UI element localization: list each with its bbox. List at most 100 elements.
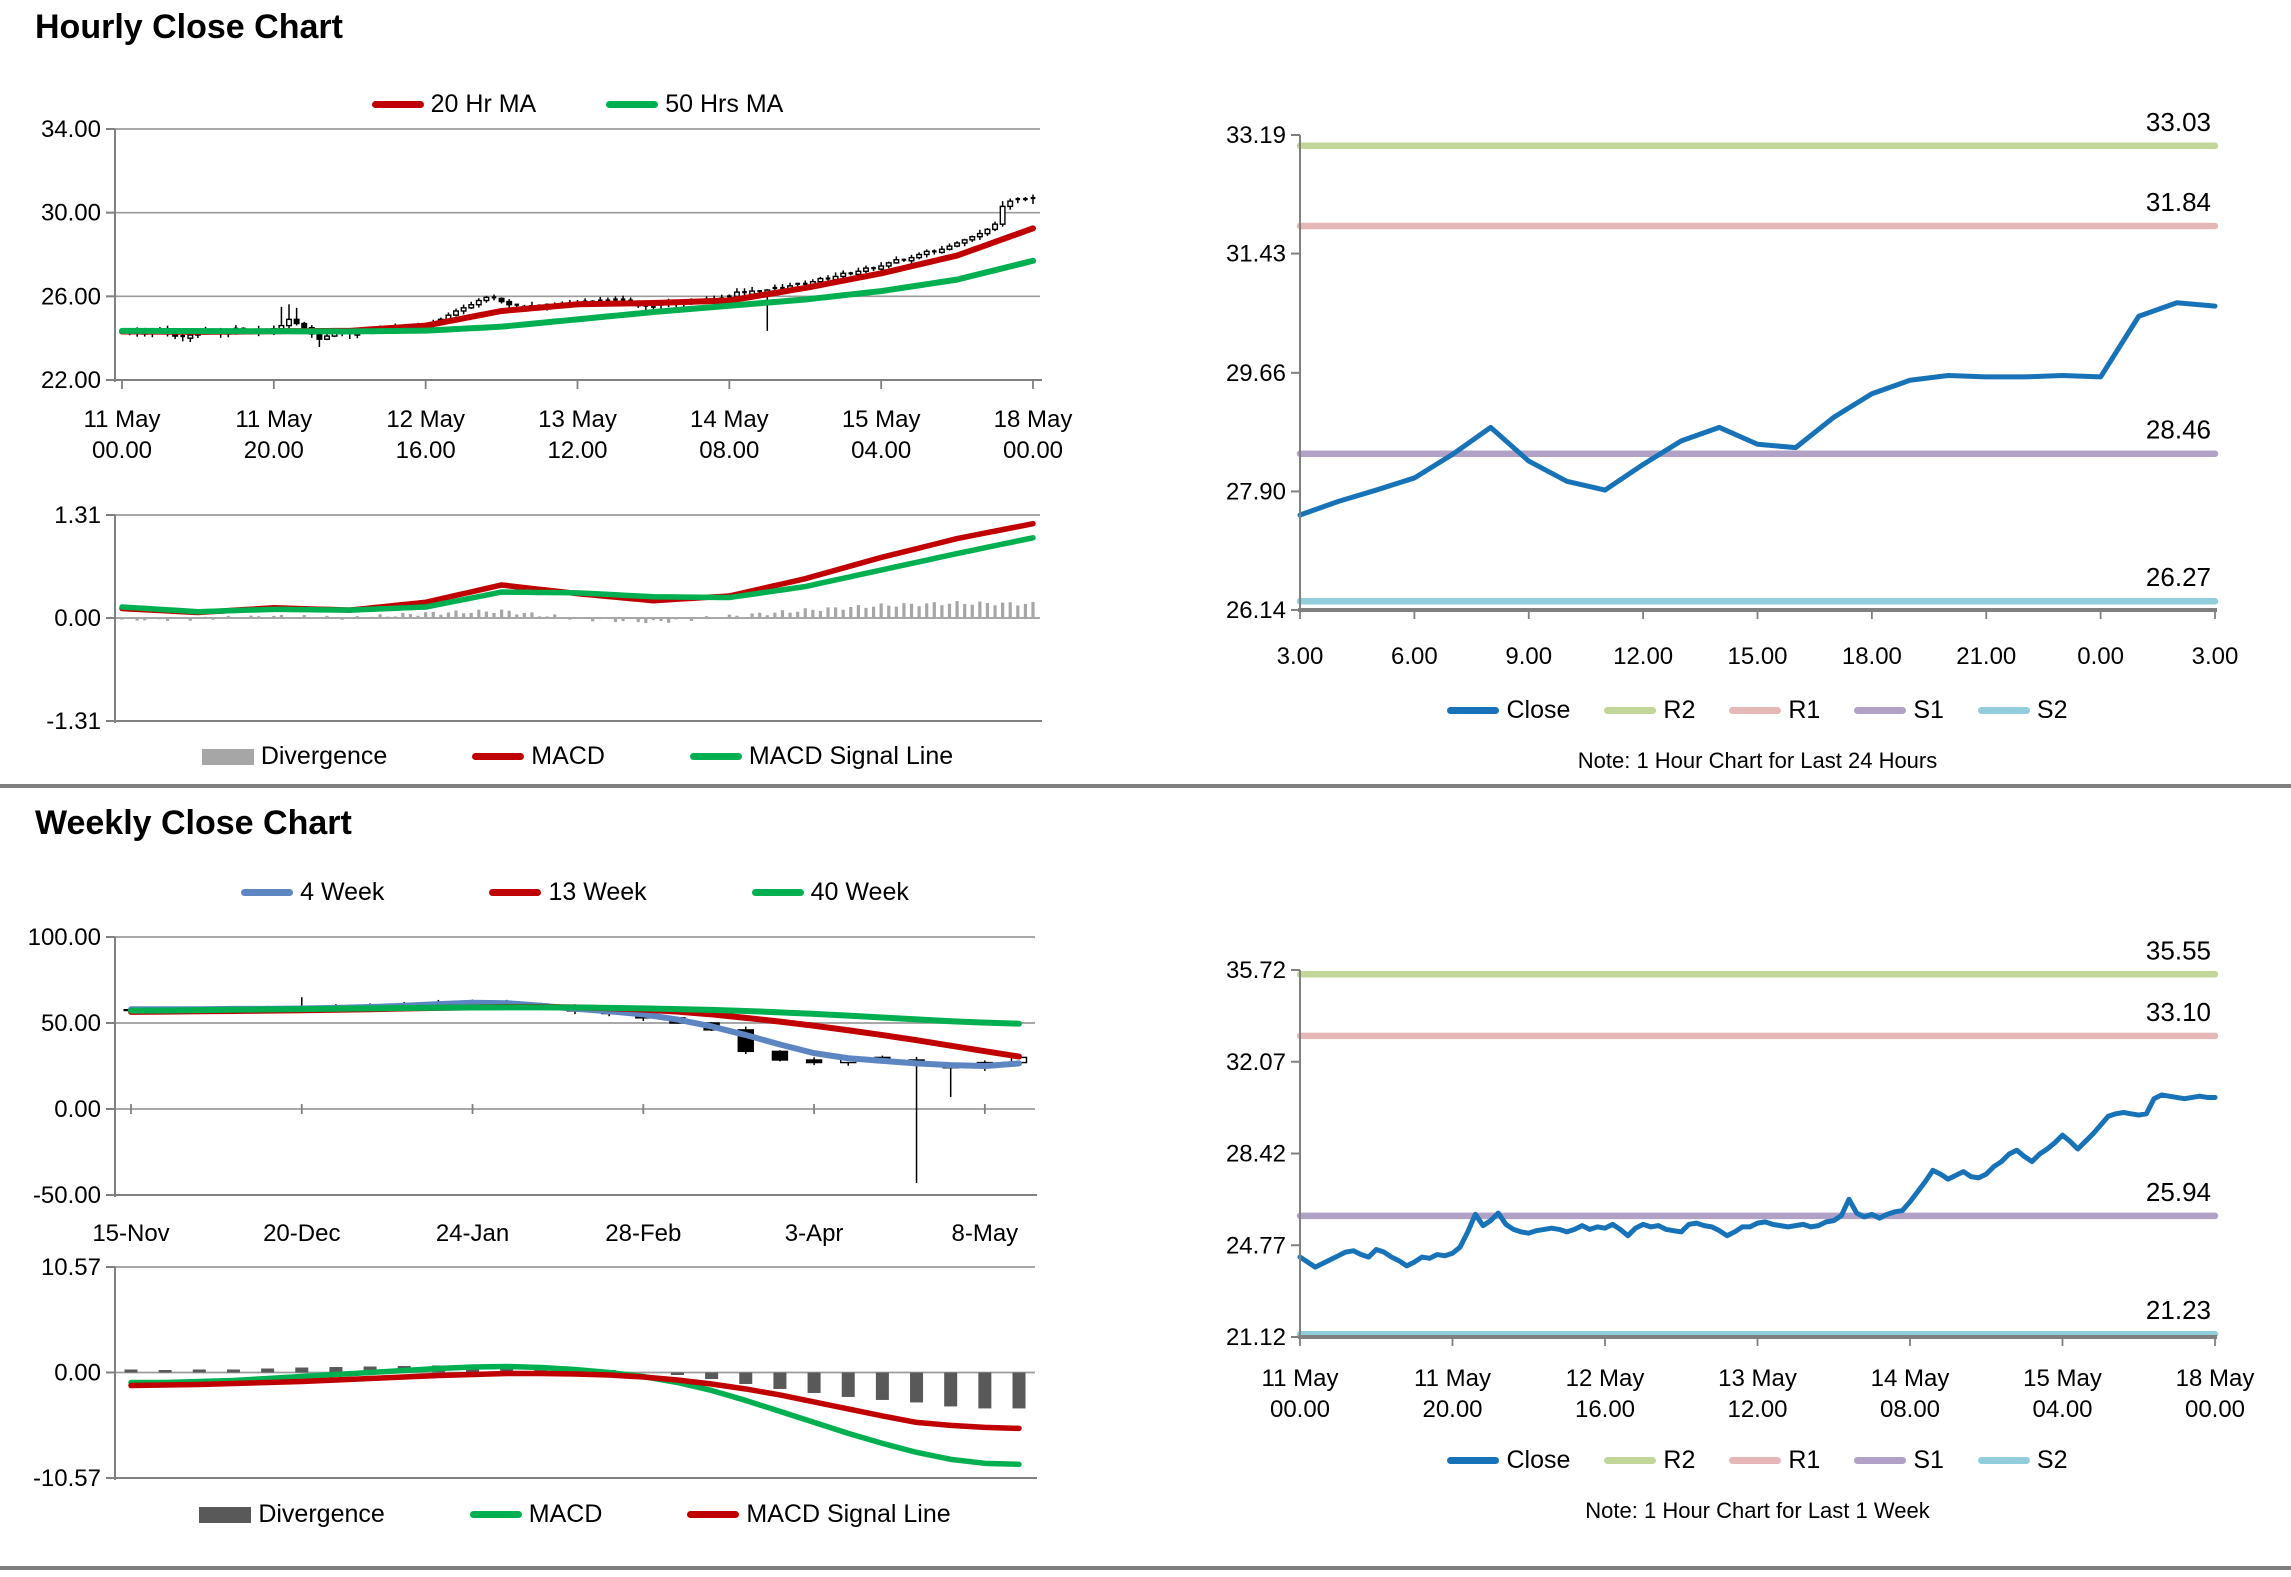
legend-swatch-macd-signal-line — [687, 1511, 740, 1518]
hourly-macd-legend: Divergence MACD MACD Signal Line — [115, 742, 1040, 771]
svg-text:20-Dec: 20-Dec — [263, 1220, 340, 1247]
svg-text:15.00: 15.00 — [1727, 643, 1787, 670]
legend-swatch-s2 — [1977, 707, 2030, 714]
svg-text:32.07: 32.07 — [1226, 1049, 1286, 1076]
legend-swatch-divergence — [201, 748, 254, 765]
svg-text:31.84: 31.84 — [2146, 187, 2211, 217]
svg-text:28.42: 28.42 — [1226, 1141, 1286, 1168]
svg-text:14 May: 14 May — [690, 406, 769, 433]
legend-item-s1: S1 — [1854, 1446, 1944, 1475]
legend-label: S1 — [1913, 1446, 1944, 1474]
svg-text:18 May: 18 May — [994, 406, 1073, 433]
legend-item-r1: R1 — [1729, 696, 1820, 725]
legend-swatch-r1 — [1729, 1457, 1782, 1464]
svg-text:08.00: 08.00 — [699, 437, 759, 464]
svg-text:-1.31: -1.31 — [46, 708, 101, 735]
legend-item-macd-signal-line: MACD Signal Line — [689, 742, 953, 771]
svg-text:12 May: 12 May — [386, 406, 465, 433]
legend-label: R2 — [1663, 1446, 1696, 1474]
legend-swatch-macd-signal-line — [689, 753, 742, 760]
svg-text:04.00: 04.00 — [2032, 1396, 2092, 1423]
legend-item-close: Close — [1447, 1446, 1570, 1475]
svg-text:29.66: 29.66 — [1226, 360, 1286, 387]
svg-text:11 May: 11 May — [84, 406, 161, 433]
svg-text:11 May: 11 May — [235, 406, 312, 433]
svg-text:13 May: 13 May — [538, 406, 617, 433]
svg-text:15 May: 15 May — [2023, 1365, 2102, 1392]
legend-label: MACD — [528, 1500, 603, 1528]
svg-text:33.03: 33.03 — [2146, 107, 2211, 137]
legend-item-macd: MACD — [472, 742, 605, 771]
svg-text:-50.00: -50.00 — [33, 1182, 101, 1209]
svg-text:11 May: 11 May — [1262, 1365, 1339, 1392]
legend-label: 40 Week — [810, 878, 909, 906]
legend-swatch-40-week — [751, 889, 804, 896]
legend-swatch-divergence — [199, 1506, 252, 1523]
svg-text:20.00: 20.00 — [244, 437, 304, 464]
svg-text:21.12: 21.12 — [1226, 1324, 1286, 1351]
legend-label: 4 Week — [300, 878, 385, 906]
svg-text:1.31: 1.31 — [54, 502, 101, 529]
legend-label: S2 — [2036, 696, 2068, 724]
hourly-pivot-legend: Close R2 R1 S1 S2 — [1300, 696, 2215, 725]
legend-swatch-macd — [472, 753, 525, 760]
legend-label: Close — [1506, 696, 1571, 724]
svg-text:15-Nov: 15-Nov — [92, 1220, 169, 1247]
legend-item-macd-signal-line: MACD Signal Line — [687, 1500, 951, 1529]
legend-item-s1: S1 — [1854, 696, 1944, 725]
svg-text:6.00: 6.00 — [1391, 643, 1438, 670]
legend-item-r1: R1 — [1729, 1446, 1820, 1475]
svg-text:18.00: 18.00 — [1842, 643, 1902, 670]
weekly-close-chart-title: Weekly Close Chart — [35, 804, 352, 842]
svg-text:3-Apr: 3-Apr — [785, 1220, 844, 1247]
svg-text:08.00: 08.00 — [1880, 1396, 1940, 1423]
weekly-pivot-legend: Close R2 R1 S1 S2 — [1300, 1446, 2215, 1475]
legend-item-s2: S2 — [1977, 1446, 2068, 1475]
legend-label: R1 — [1788, 696, 1821, 724]
svg-text:25.94: 25.94 — [2146, 1177, 2211, 1207]
legend-item-40-week: 40 Week — [751, 878, 909, 907]
svg-text:3.00: 3.00 — [1277, 643, 1324, 670]
legend-label: Divergence — [260, 742, 388, 770]
svg-text:0.00: 0.00 — [54, 605, 101, 632]
legend-item-r2: R2 — [1604, 696, 1695, 725]
legend-swatch-s2 — [1977, 1457, 2030, 1464]
svg-text:0.00: 0.00 — [2077, 643, 2124, 670]
legend-item-50-hrs-ma: 50 Hrs MA — [606, 90, 783, 119]
legend-label: 20 Hr MA — [430, 90, 537, 118]
svg-text:16.00: 16.00 — [396, 437, 456, 464]
legend-item-close: Close — [1447, 696, 1570, 725]
legend-item-divergence: Divergence — [199, 1500, 385, 1529]
svg-text:14 May: 14 May — [1871, 1365, 1950, 1392]
svg-text:00.00: 00.00 — [1003, 437, 1063, 464]
hourly-pivot-note: Note: 1 Hour Chart for Last 24 Hours — [1577, 748, 1938, 773]
svg-text:21.23: 21.23 — [2146, 1295, 2211, 1325]
section-divider — [0, 784, 2291, 788]
svg-text:00.00: 00.00 — [2185, 1396, 2245, 1423]
svg-text:26.00: 26.00 — [41, 283, 101, 310]
svg-text:28-Feb: 28-Feb — [605, 1220, 681, 1247]
svg-text:9.00: 9.00 — [1505, 643, 1552, 670]
legend-swatch-4-week — [241, 889, 294, 896]
svg-text:26.14: 26.14 — [1226, 597, 1286, 624]
legend-item-s2: S2 — [1977, 696, 2068, 725]
legend-label: 13 Week — [548, 878, 647, 906]
legend-item-4-week: 4 Week — [241, 878, 384, 907]
svg-text:33.10: 33.10 — [2146, 997, 2211, 1027]
legend-label: MACD Signal Line — [746, 1500, 951, 1528]
legend-item-r2: R2 — [1604, 1446, 1695, 1475]
svg-text:27.90: 27.90 — [1226, 478, 1286, 505]
svg-text:04.00: 04.00 — [851, 437, 911, 464]
legend-label: S2 — [2036, 1446, 2068, 1474]
svg-text:15 May: 15 May — [842, 406, 921, 433]
svg-text:11 May: 11 May — [1414, 1365, 1491, 1392]
weekly-macd-legend: Divergence MACD MACD Signal Line — [115, 1500, 1035, 1529]
legend-swatch-s1 — [1854, 1457, 1907, 1464]
svg-text:50.00: 50.00 — [41, 1010, 101, 1037]
svg-text:35.72: 35.72 — [1226, 957, 1286, 984]
legend-label: Close — [1506, 1446, 1571, 1474]
svg-text:24.77: 24.77 — [1226, 1232, 1286, 1259]
svg-text:00.00: 00.00 — [92, 437, 152, 464]
svg-text:0.00: 0.00 — [54, 1360, 101, 1387]
